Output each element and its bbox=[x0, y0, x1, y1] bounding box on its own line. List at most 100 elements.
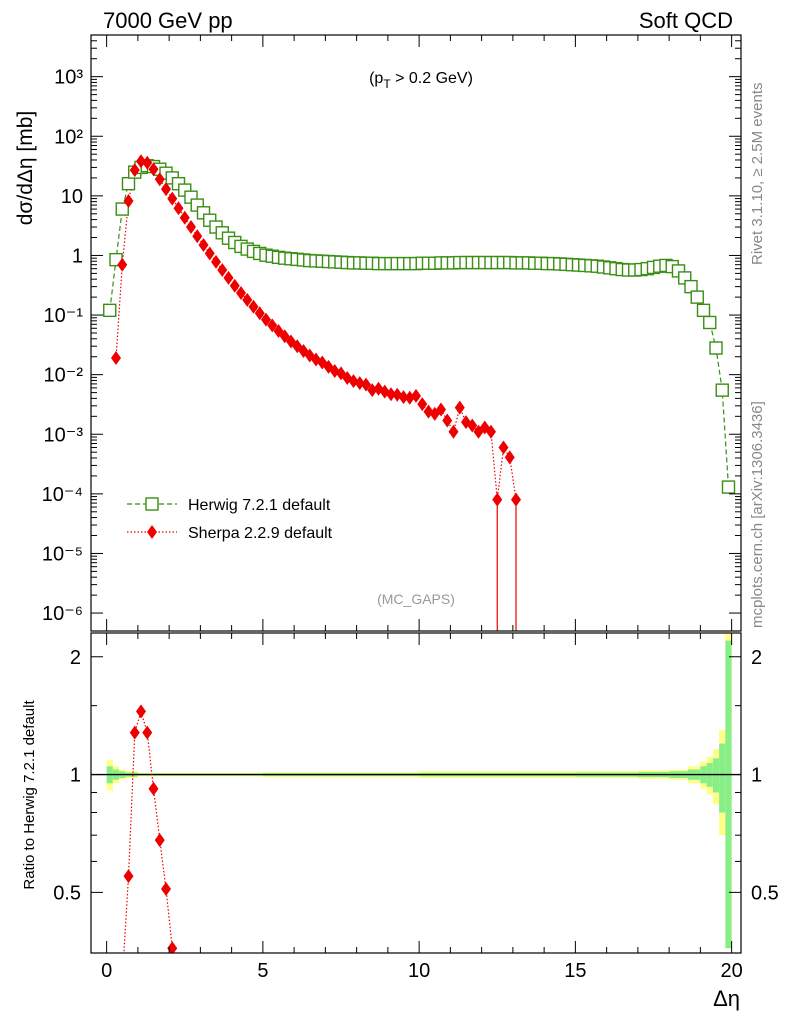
sherpa-marker bbox=[204, 246, 215, 261]
herwig-marker bbox=[696, 303, 711, 318]
sherpa-marker bbox=[398, 390, 409, 405]
sherpa-marker bbox=[179, 210, 190, 225]
sherpa-marker bbox=[442, 413, 453, 428]
sherpa-marker bbox=[142, 155, 153, 170]
herwig-marker bbox=[709, 341, 723, 355]
ratio-sherpa-marker bbox=[154, 833, 165, 848]
sherpa-marker bbox=[229, 278, 240, 293]
ratio-band-green bbox=[712, 758, 720, 793]
legend-label-herwig: Herwig 7.2.1 default bbox=[188, 497, 331, 514]
sherpa-marker bbox=[186, 220, 196, 235]
main-y-tick-label: 10⁻⁶ bbox=[42, 603, 83, 625]
sherpa-marker bbox=[273, 324, 284, 339]
herwig-marker bbox=[721, 480, 736, 494]
legend-marker-herwig bbox=[145, 497, 159, 511]
x-tick-label: 5 bbox=[257, 960, 268, 982]
sherpa-marker bbox=[267, 318, 278, 333]
sherpa-marker bbox=[511, 492, 521, 507]
ratio-y-tick-label-right: 1 bbox=[751, 765, 762, 787]
main-y-tick-label: 1 bbox=[72, 245, 83, 267]
main-y-tick-label: 10⁻⁴ bbox=[42, 484, 83, 506]
sherpa-marker bbox=[411, 388, 421, 403]
sherpa-marker bbox=[198, 237, 209, 252]
ratio-sherpa-line bbox=[123, 709, 173, 953]
sherpa-marker bbox=[217, 263, 228, 278]
sherpa-line bbox=[115, 160, 517, 500]
sherpa-marker bbox=[454, 400, 465, 415]
sherpa-marker bbox=[129, 163, 140, 178]
main-y-tick-label: 10³ bbox=[54, 67, 83, 89]
herwig-marker bbox=[115, 202, 129, 216]
legend-entry-herwig: Herwig 7.2.1 default bbox=[127, 497, 331, 514]
sherpa-marker bbox=[148, 162, 159, 177]
legend-label-sherpa: Sherpa 2.2.9 default bbox=[188, 525, 333, 542]
legend: Herwig 7.2.1 default Sherpa 2.2.9 defaul… bbox=[127, 497, 333, 542]
sherpa-marker bbox=[167, 191, 178, 206]
sherpa-marker bbox=[417, 397, 428, 412]
main-y-tick-label: 10 bbox=[61, 186, 83, 208]
mcplots-label: mcplots.cern.ch [arXiv:1306.3436] bbox=[749, 401, 766, 628]
category-label: Soft QCD bbox=[639, 8, 733, 33]
sherpa-marker bbox=[492, 492, 503, 507]
sherpa-marker bbox=[211, 254, 221, 269]
x-tick-label: 10 bbox=[408, 960, 430, 982]
main-y-axis-title: dσ/dΔη [mb] bbox=[14, 111, 37, 226]
x-tick-label: 20 bbox=[721, 960, 743, 982]
sherpa-marker bbox=[361, 377, 371, 392]
x-tick-label: 0 bbox=[101, 960, 112, 982]
ratio-sherpa-marker bbox=[161, 882, 171, 897]
sherpa-marker bbox=[254, 306, 265, 321]
herwig-marker bbox=[103, 303, 117, 318]
sherpa-marker bbox=[117, 257, 128, 272]
sherpa-marker bbox=[136, 154, 146, 169]
herwig-marker bbox=[121, 176, 136, 191]
ratio-y-tick-label: 0.5 bbox=[53, 882, 81, 904]
herwig-marker bbox=[690, 290, 704, 304]
sherpa-marker bbox=[386, 387, 396, 402]
sherpa-marker bbox=[223, 270, 234, 285]
sherpa-marker bbox=[498, 440, 509, 455]
x-axis-title: Δη bbox=[713, 986, 740, 1011]
ratio-sherpa-marker bbox=[142, 725, 153, 740]
ratio-band-green bbox=[719, 743, 726, 813]
ratio-y-tick-label: 2 bbox=[70, 647, 81, 669]
ratio-sherpa-marker bbox=[123, 869, 134, 884]
sherpa-marker bbox=[436, 402, 446, 417]
ratio-band-green bbox=[725, 640, 732, 949]
sherpa-marker bbox=[242, 292, 253, 307]
main-y-tick-label: 10⁻¹ bbox=[44, 305, 84, 327]
herwig-marker bbox=[703, 315, 717, 330]
sherpa-marker bbox=[261, 312, 271, 327]
main-y-tick-label: 10⁻² bbox=[44, 365, 84, 387]
sherpa-marker bbox=[486, 424, 496, 439]
main-y-tick-label: 10⁻³ bbox=[44, 424, 84, 446]
main-y-tick-label: 10² bbox=[54, 126, 83, 148]
legend-marker-sherpa bbox=[147, 525, 157, 539]
ratio-sherpa-marker bbox=[136, 704, 146, 719]
cut-annotation: (pT > 0.2 GeV) bbox=[369, 70, 473, 91]
ratio-y-axis-title: Ratio to Herwig 7.2.1 default bbox=[21, 700, 38, 890]
ratio-sherpa-marker bbox=[148, 781, 159, 796]
x-tick-label: 15 bbox=[564, 960, 586, 982]
ratio-panel: 0 5 10 15 20 0.5 0.5 1 1 2 2 Ratio to Herwig 7.2.1… bbox=[21, 632, 779, 1011]
sherpa-marker bbox=[154, 172, 165, 187]
main-panel: 10⁻⁶ 10⁻⁵ 10⁻⁴ 10⁻³ 10⁻² 10⁻¹ 1 10 10² 10³ dσ/dΔη… bbox=[14, 34, 742, 632]
sherpa-marker bbox=[111, 351, 121, 366]
ratio-y-tick-label: 1 bbox=[70, 765, 81, 787]
sherpa-marker bbox=[161, 182, 171, 197]
analysis-annotation: (MC_GAPS) bbox=[377, 591, 455, 607]
sherpa-marker bbox=[173, 201, 184, 216]
sherpa-marker bbox=[467, 418, 478, 433]
ratio-sherpa-marker bbox=[129, 725, 140, 740]
sherpa-marker bbox=[236, 285, 246, 300]
sherpa-marker bbox=[448, 424, 459, 439]
sherpa-marker bbox=[123, 193, 134, 208]
ratio-y-tick-label-right: 0.5 bbox=[751, 882, 779, 904]
ratio-sherpa-marker bbox=[167, 941, 178, 953]
sherpa-marker bbox=[248, 299, 259, 314]
herwig-marker bbox=[715, 383, 729, 397]
beam-label: 7000 GeV pp bbox=[103, 8, 233, 33]
sherpa-marker bbox=[192, 229, 203, 244]
ratio-frame bbox=[90, 632, 742, 954]
